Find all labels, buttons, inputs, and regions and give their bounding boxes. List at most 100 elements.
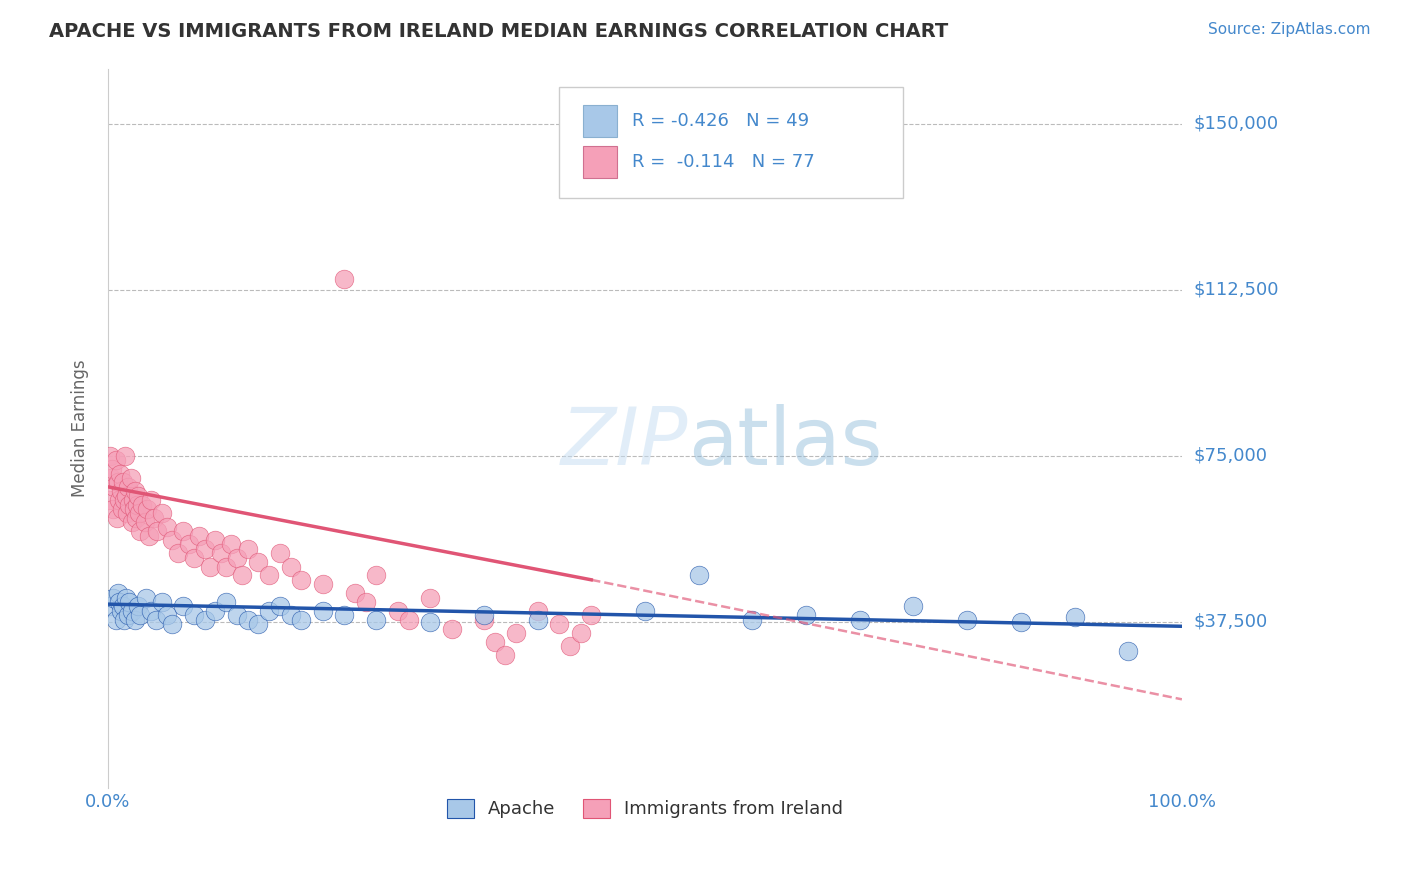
Point [135,502,157,516]
Y-axis label: Median Earnings: Median Earnings [72,359,89,497]
Point [354,595,377,609]
Point [139,493,162,508]
Point [127,599,149,614]
Point [108,467,131,481]
Point [225,550,247,565]
Point [848,613,870,627]
Point [107,475,129,490]
Point [419,591,441,605]
Point [125,511,148,525]
Point [122,502,145,516]
Point [236,541,259,556]
Point [236,613,259,627]
Point [204,604,226,618]
Point [107,493,129,508]
Point [257,568,280,582]
Point [135,591,157,605]
Point [103,591,125,605]
Point [366,613,388,627]
Text: atlas: atlas [688,403,883,482]
Point [366,568,388,582]
Point [138,528,160,542]
Point [100,471,122,485]
Point [134,515,156,529]
Point [741,613,763,627]
FancyBboxPatch shape [582,105,617,137]
Point [312,577,335,591]
Point [118,498,141,512]
Text: $112,500: $112,500 [1194,281,1278,299]
Point [107,595,129,609]
Point [634,604,657,618]
Point [194,541,217,556]
Point [188,528,211,542]
Point [548,617,571,632]
Point [129,524,152,538]
FancyBboxPatch shape [560,87,903,198]
Point [111,502,134,516]
Point [569,626,592,640]
Point [115,591,138,605]
Point [526,604,548,618]
Point [257,604,280,618]
Point [121,515,143,529]
Text: Source: ZipAtlas.com: Source: ZipAtlas.com [1208,22,1371,37]
Point [114,449,136,463]
Point [124,484,146,499]
Point [472,608,495,623]
Text: $75,000: $75,000 [1194,447,1267,465]
Point [112,493,135,508]
Point [505,626,527,640]
Point [127,489,149,503]
Point [156,519,179,533]
Point [117,608,139,623]
Point [215,559,238,574]
Point [280,608,302,623]
Point [121,604,143,618]
Point [1010,615,1032,629]
Point [162,533,184,547]
Point [111,599,134,614]
Point [558,639,581,653]
Point [103,502,125,516]
Point [124,613,146,627]
Point [903,599,925,614]
Point [139,604,162,618]
Point [145,613,167,627]
Point [312,604,335,618]
Point [343,586,366,600]
Point [104,613,127,627]
Point [105,511,128,525]
Point [118,595,141,609]
Point [121,493,143,508]
Point [117,507,139,521]
Point [231,568,253,582]
Point [143,511,166,525]
Point [150,595,173,609]
Point [269,599,291,614]
Point [115,489,138,503]
Point [162,617,184,632]
Point [290,613,312,627]
Point [204,533,226,547]
Legend: Apache, Immigrants from Ireland: Apache, Immigrants from Ireland [440,792,851,826]
Point [221,537,243,551]
Point [166,546,188,560]
Text: R = -0.426   N = 49: R = -0.426 N = 49 [633,112,810,130]
Point [103,480,125,494]
Point [100,599,122,614]
Point [128,507,150,521]
Point [494,648,516,662]
Point [225,608,247,623]
Point [472,613,495,627]
Point [150,507,173,521]
Point [1063,610,1085,624]
Point [581,608,603,623]
Point [526,613,548,627]
Point [280,559,302,574]
Point [146,524,169,538]
Text: APACHE VS IMMIGRANTS FROM IRELAND MEDIAN EARNINGS CORRELATION CHART: APACHE VS IMMIGRANTS FROM IRELAND MEDIAN… [49,22,949,41]
Point [110,604,132,618]
Point [484,634,506,648]
Point [387,604,409,618]
